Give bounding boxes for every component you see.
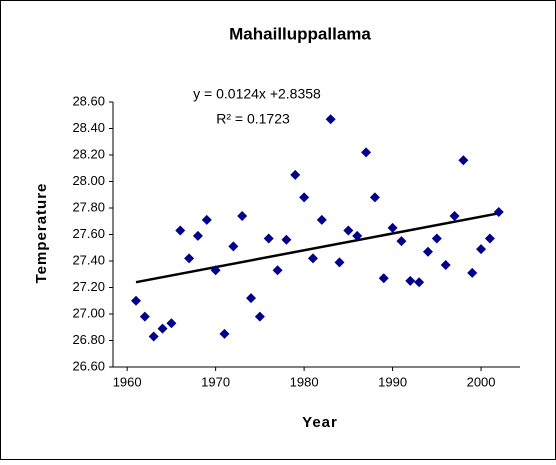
y-tick-label: 28.20 xyxy=(72,146,105,161)
point xyxy=(316,214,327,225)
y-tick-label: 28.40 xyxy=(72,120,105,135)
point xyxy=(175,225,186,236)
point xyxy=(396,236,407,247)
trendline xyxy=(135,212,499,284)
point xyxy=(254,311,265,322)
point xyxy=(281,234,292,245)
point xyxy=(334,257,345,268)
y-tick-label: 28.00 xyxy=(72,173,105,188)
point xyxy=(325,114,336,125)
y-tick-label: 27.00 xyxy=(72,305,105,320)
x-axis-label: Year xyxy=(302,414,338,431)
chart-title: Mahailluppallama xyxy=(229,24,371,43)
point xyxy=(458,155,469,166)
point xyxy=(387,222,398,233)
y-tick-label: 27.40 xyxy=(72,252,105,267)
y-tick-label: 27.20 xyxy=(72,279,105,294)
point xyxy=(431,233,442,244)
point xyxy=(361,147,372,158)
r-squared: R² = 0.1723 xyxy=(216,111,290,127)
point xyxy=(378,273,389,284)
point xyxy=(166,318,177,329)
y-tick-label: 26.80 xyxy=(72,332,105,347)
point xyxy=(263,233,274,244)
equation: y = 0.0124x +2.8358 xyxy=(193,86,321,102)
y-tick-label: 27.80 xyxy=(72,199,105,214)
point xyxy=(352,230,363,241)
y-tick-label: 26.60 xyxy=(72,358,105,373)
point xyxy=(210,265,221,276)
point xyxy=(307,253,318,264)
point xyxy=(157,323,168,334)
point xyxy=(299,192,310,203)
point xyxy=(246,293,257,304)
y-tick-label: 27.60 xyxy=(72,226,105,241)
point xyxy=(484,233,495,244)
point xyxy=(440,259,451,270)
point xyxy=(131,295,142,306)
point xyxy=(290,169,301,180)
point xyxy=(476,244,487,255)
x-tick-label: 1990 xyxy=(378,374,407,389)
point xyxy=(422,246,433,257)
point xyxy=(139,311,150,322)
point xyxy=(272,265,283,276)
point xyxy=(237,210,248,221)
point xyxy=(467,267,478,278)
point xyxy=(405,275,416,286)
point xyxy=(219,328,230,339)
y-tick-label: 28.60 xyxy=(72,93,105,108)
point xyxy=(192,230,203,241)
point xyxy=(228,241,239,252)
point xyxy=(343,225,354,236)
point xyxy=(201,214,212,225)
x-tick-label: 2000 xyxy=(467,374,496,389)
point xyxy=(148,331,159,342)
y-axis-label: Temperature xyxy=(33,183,50,284)
x-tick-label: 1980 xyxy=(290,374,319,389)
point xyxy=(369,192,380,203)
x-tick-label: 1960 xyxy=(113,374,142,389)
point xyxy=(449,210,460,221)
x-tick-label: 1970 xyxy=(201,374,230,389)
point xyxy=(184,253,195,264)
point xyxy=(414,277,425,288)
point xyxy=(493,206,504,217)
